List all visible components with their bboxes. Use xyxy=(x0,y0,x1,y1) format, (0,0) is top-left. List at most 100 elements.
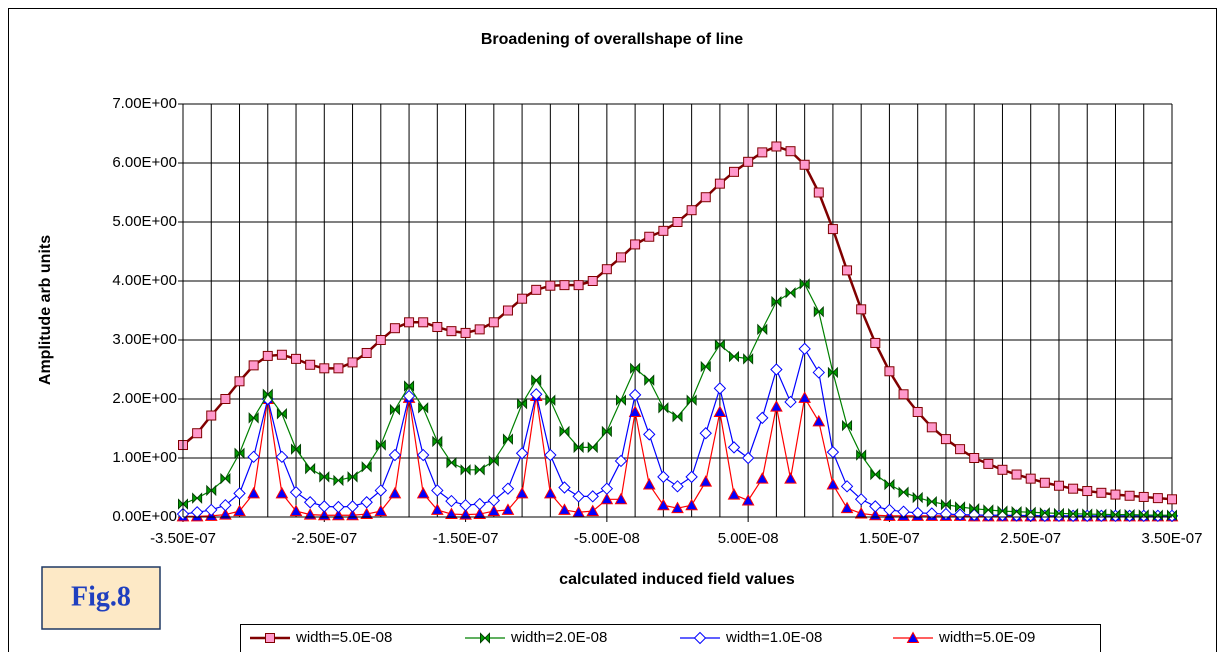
marker xyxy=(319,471,330,483)
marker xyxy=(693,631,707,645)
marker xyxy=(955,501,966,513)
marker xyxy=(360,496,373,509)
marker xyxy=(432,322,443,333)
marker xyxy=(291,353,302,364)
marker xyxy=(840,480,854,493)
marker xyxy=(642,478,656,490)
marker xyxy=(375,335,386,345)
marker xyxy=(430,503,444,515)
marker xyxy=(940,434,951,445)
marker xyxy=(1096,487,1107,498)
marker xyxy=(813,305,824,318)
marker xyxy=(700,360,711,373)
y-tick-label: 4.00E+00 xyxy=(112,272,177,289)
legend-label: width=5.0E-08 xyxy=(295,629,392,646)
marker xyxy=(826,445,840,459)
marker xyxy=(600,482,614,495)
marker xyxy=(870,468,881,481)
marker xyxy=(487,504,501,517)
marker xyxy=(771,295,782,308)
marker xyxy=(770,400,783,412)
y-tick-label: 5.00E+00 xyxy=(112,213,177,230)
marker xyxy=(827,366,838,379)
marker xyxy=(305,462,316,475)
marker xyxy=(289,486,303,499)
marker xyxy=(969,453,980,463)
marker xyxy=(487,494,501,507)
marker xyxy=(460,327,471,338)
marker xyxy=(644,374,655,386)
marker xyxy=(1152,493,1163,504)
marker xyxy=(318,500,331,513)
marker xyxy=(827,224,838,235)
marker xyxy=(530,388,543,401)
marker xyxy=(784,395,797,409)
marker xyxy=(502,305,513,316)
marker xyxy=(220,472,231,485)
annotation-box xyxy=(41,566,161,630)
marker xyxy=(940,498,951,511)
marker xyxy=(374,484,388,497)
marker xyxy=(630,362,641,375)
marker xyxy=(869,500,882,513)
marker xyxy=(812,366,825,379)
marker xyxy=(1011,469,1022,480)
marker xyxy=(840,501,854,514)
marker xyxy=(543,486,557,499)
marker xyxy=(402,389,416,403)
marker xyxy=(389,323,400,334)
chart-frame xyxy=(8,8,1217,652)
legend-label: width=2.0E-08 xyxy=(510,629,607,646)
marker xyxy=(854,493,868,506)
marker xyxy=(926,495,937,508)
marker xyxy=(756,411,769,425)
marker xyxy=(531,284,542,295)
legend-label: width=5.0E-09 xyxy=(938,629,1035,646)
marker xyxy=(573,441,584,454)
marker xyxy=(587,276,598,286)
marker xyxy=(517,293,528,304)
y-tick-label: 2.00E+00 xyxy=(112,390,177,407)
marker xyxy=(686,205,697,216)
marker xyxy=(926,422,937,433)
marker xyxy=(488,317,499,328)
marker xyxy=(870,337,881,348)
marker xyxy=(474,324,485,335)
marker xyxy=(275,486,289,499)
marker xyxy=(727,488,741,500)
marker xyxy=(515,486,529,499)
marker xyxy=(997,464,1008,475)
marker xyxy=(374,504,388,517)
x-tick-label: 1.50E-07 xyxy=(859,530,920,547)
marker xyxy=(558,481,571,494)
marker xyxy=(644,231,655,242)
marker xyxy=(262,388,273,400)
marker xyxy=(559,425,570,438)
marker xyxy=(700,192,711,203)
marker xyxy=(459,498,472,512)
marker xyxy=(446,326,457,337)
marker xyxy=(658,402,669,414)
x-tick-label: 5.00E-08 xyxy=(718,530,779,547)
marker xyxy=(884,478,895,491)
marker xyxy=(601,425,612,438)
marker xyxy=(347,357,358,368)
marker xyxy=(375,439,386,451)
marker xyxy=(911,506,924,520)
marker xyxy=(755,472,769,484)
marker xyxy=(1025,473,1036,484)
marker xyxy=(545,280,556,291)
marker xyxy=(205,503,218,517)
marker xyxy=(1082,486,1093,497)
marker xyxy=(743,353,754,365)
x-tick-label: -2.50E-07 xyxy=(291,530,357,547)
marker xyxy=(628,388,642,402)
marker xyxy=(1053,507,1064,520)
marker xyxy=(1110,489,1121,500)
marker xyxy=(206,484,217,497)
marker xyxy=(233,504,246,517)
marker xyxy=(333,474,344,487)
marker xyxy=(416,486,430,499)
marker xyxy=(473,497,486,511)
marker xyxy=(1167,494,1177,505)
